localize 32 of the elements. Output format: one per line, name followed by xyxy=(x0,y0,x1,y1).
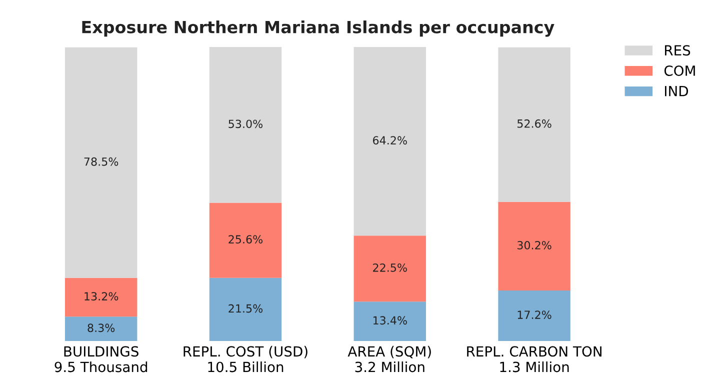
data-label: 30.2% xyxy=(517,240,552,250)
x-tick-label: REPL. COST (USD) 10.5 Billion xyxy=(184,346,308,372)
bar xyxy=(498,202,570,291)
data-label: 22.5% xyxy=(373,263,407,272)
bar xyxy=(354,236,426,302)
data-label: 52.6% xyxy=(517,119,552,128)
bar xyxy=(209,278,282,342)
bar xyxy=(209,202,282,278)
legend-label: RES xyxy=(665,45,690,56)
legend-label: COM xyxy=(664,65,695,76)
bar xyxy=(498,47,570,202)
bar xyxy=(498,290,570,342)
x-tick-label: BUILDINGS 9.5 Thousand xyxy=(54,346,148,372)
legend-label: IND xyxy=(665,86,688,96)
data-label: 17.2% xyxy=(518,310,552,320)
data-label: 8.3% xyxy=(88,324,115,332)
data-label: 13.2% xyxy=(84,292,118,300)
x-tick-label: REPL. CARBON TON 1.3 Million xyxy=(467,346,602,372)
data-label: 53.0% xyxy=(228,120,263,128)
bar xyxy=(64,278,138,317)
bar xyxy=(354,302,426,342)
bar xyxy=(354,47,426,236)
x-tick-label: AREA (SQM) 3.2 Million xyxy=(348,346,431,372)
bar xyxy=(64,47,138,278)
data-label: 13.4% xyxy=(373,316,407,325)
bar xyxy=(209,47,282,203)
data-label: 64.2% xyxy=(373,136,407,145)
data-label: 78.5% xyxy=(84,157,118,166)
data-label: 21.5% xyxy=(228,304,263,313)
bar xyxy=(64,316,138,342)
chart-title: Exposure Northern Mariana Islands per occupancy xyxy=(82,20,554,37)
data-label: 25.6% xyxy=(228,235,263,244)
